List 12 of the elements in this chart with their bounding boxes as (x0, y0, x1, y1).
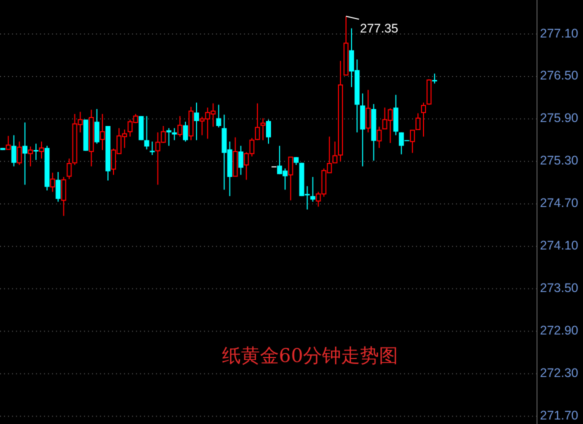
y-tick-label: 277.10 (540, 26, 578, 40)
y-tick-label: 272.30 (540, 366, 578, 380)
y-tick-label: 271.70 (540, 408, 578, 423)
y-tick-label: 274.70 (540, 196, 578, 210)
y-tick-label: 274.10 (540, 238, 578, 253)
text: 纸黄金60分钟走势图 (222, 345, 398, 367)
y-tick-label: 273.50 (540, 281, 578, 296)
y-tick-label: 276.50 (540, 68, 578, 83)
y-tick-label: 275.30 (540, 154, 578, 168)
y-tick-label: 275.90 (540, 111, 578, 126)
y-tick-label: 272.90 (540, 324, 578, 338)
annotation: 277.35 (360, 21, 398, 36)
